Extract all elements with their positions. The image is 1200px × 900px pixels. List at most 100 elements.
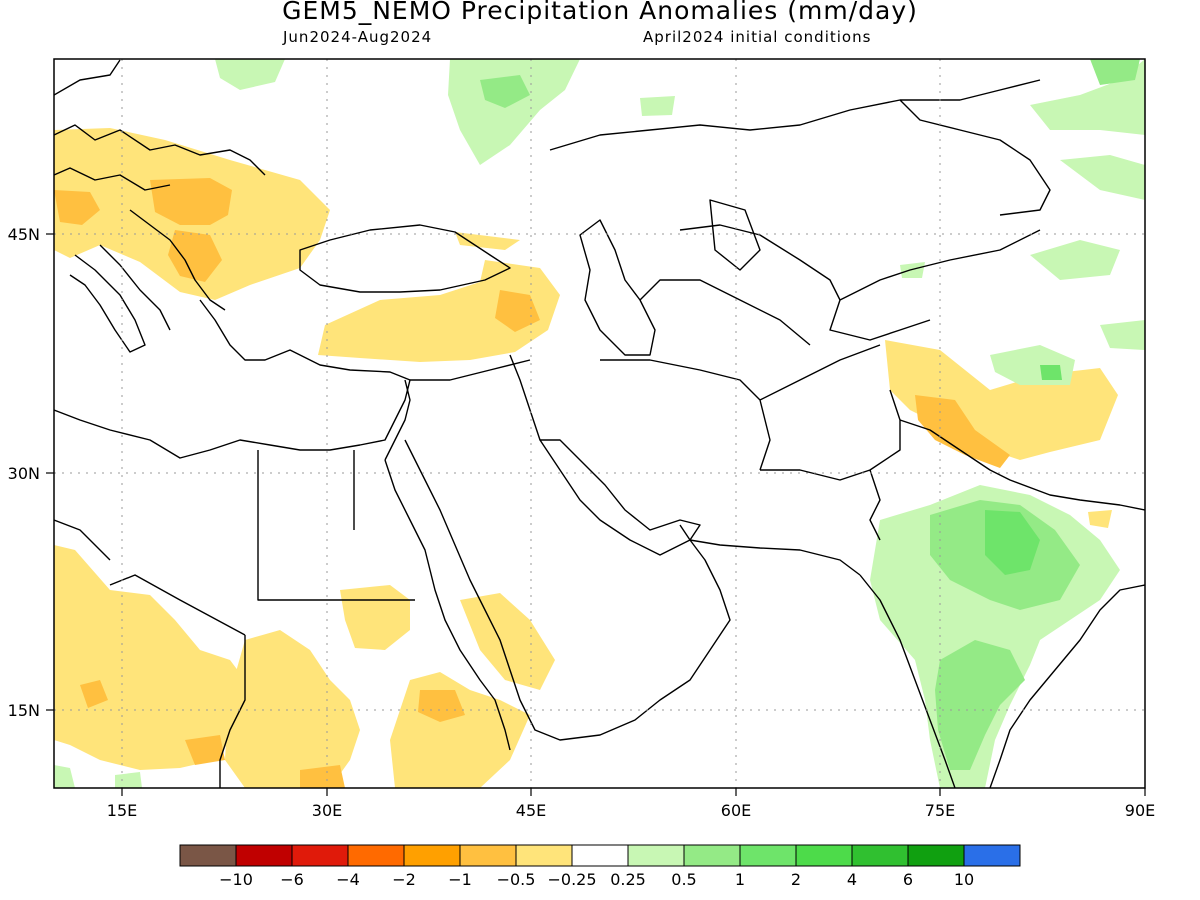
x-tick-30e: 30E [312, 801, 342, 820]
colorbar-tick-label: 2 [791, 870, 801, 889]
colorbar-tick-label: 4 [847, 870, 857, 889]
dry-core-sahel-a [80, 680, 108, 708]
dry-anomaly-sahel-central [225, 630, 360, 788]
x-tick-45e: 45E [516, 801, 546, 820]
dry-core-chad [300, 765, 345, 788]
wet-anomaly-northeast [1060, 155, 1145, 200]
map-title: GEM5_NEMO Precipitation Anomalies (mm/da… [282, 0, 918, 25]
colorbar-swatch [571, 844, 629, 867]
greece-turkey-coast [199, 299, 411, 381]
x-tick-15e: 15E [107, 801, 137, 820]
colorbar-tick-label: −2 [392, 870, 416, 889]
black-sea [299, 224, 511, 293]
grid-lines [54, 59, 1145, 788]
dry-core-sahel-b [185, 735, 225, 765]
dry-core-balkans [150, 178, 232, 225]
wet-anomaly-tibet-east [1100, 320, 1145, 350]
x-tick-60e: 60E [721, 801, 751, 820]
dry-anomaly-himalaya [885, 340, 1118, 460]
wet-peak-india-2 [1040, 365, 1062, 380]
borders-central-asia [639, 224, 1041, 346]
colorbar-tick-label: 6 [903, 870, 913, 889]
dry-anomaly-arabia-sw [460, 593, 555, 690]
dry-anomaly-sudan [340, 585, 410, 650]
persian-gulf [539, 439, 701, 556]
colorbar-swatch [627, 844, 685, 867]
colorbar-swatch [347, 844, 405, 867]
colorbar-tick-label: 10 [954, 870, 974, 889]
wet-anomaly-tibet-north [1030, 240, 1120, 280]
colorbar-swatch [459, 844, 517, 867]
caspian-sea [579, 219, 656, 356]
colorbar-tick-label: −0.25 [547, 870, 596, 889]
y-tick-45n: 45N [8, 225, 40, 244]
wet-anomaly-siberia [1030, 59, 1145, 135]
dry-core-turkey [495, 290, 540, 332]
colorbar-swatch [795, 844, 853, 867]
coastlines-and-borders [54, 59, 1145, 788]
wet-anomaly-russia-west [448, 59, 580, 165]
dry-anomaly-bay-bengal [1088, 510, 1112, 528]
x-tick-90e: 90E [1125, 801, 1155, 820]
wet-core-russia [480, 75, 530, 108]
levant-coast [384, 379, 411, 461]
colorbar-tick-label: 0.25 [610, 870, 646, 889]
colorbar-swatch [179, 844, 237, 867]
red-sea-west [384, 459, 511, 751]
axis-labels: 15E 30E 45E 60E 75E 90E 45N 30N 15N [8, 225, 1156, 820]
colorbar-swatch [515, 844, 573, 867]
colorbar-swatch [739, 844, 797, 867]
wet-anomaly-tibet-south [990, 345, 1075, 385]
colorbar [179, 844, 1021, 867]
dry-anomaly-ethiopia [390, 672, 530, 788]
wet-anomaly-russia-mid [640, 96, 675, 116]
aral-region [709, 199, 761, 271]
wet-anomaly-north-europe [215, 59, 285, 90]
dry-anomaly-sahel-west [54, 545, 245, 770]
dry-anomaly-caucasus [318, 260, 560, 362]
wet-anomaly-africa-southwest [54, 765, 75, 788]
colorbar-swatch [403, 844, 461, 867]
india-west-coast [859, 574, 956, 788]
colorbar-tick-label: −0.5 [497, 870, 536, 889]
wet-core-india-south [935, 640, 1025, 770]
dry-anomaly-black-sea [455, 232, 520, 250]
india-east-coast [989, 584, 1145, 788]
dry-core-europe-west [54, 190, 100, 225]
initial-conditions-label: April2024 initial conditions [643, 28, 872, 46]
colorbar-swatch [683, 844, 741, 867]
red-sea-east [404, 439, 731, 741]
colorbar-swatch [907, 844, 965, 867]
colorbar-swatch [963, 844, 1021, 867]
gulf-of-oman [689, 539, 861, 576]
tick-marks [46, 233, 1146, 796]
dry-core-himalaya [915, 395, 1010, 468]
colorbar-tick-label: −6 [280, 870, 304, 889]
italy [69, 254, 146, 353]
colorbar-tick-label: 1 [735, 870, 745, 889]
borders-north-asia [549, 79, 1051, 216]
colorbar-tick-label: −4 [336, 870, 360, 889]
map-frame [53, 58, 1146, 789]
dry-core-romania [168, 230, 222, 282]
mediterranean-south [54, 379, 411, 459]
wet-anomaly-africa-central [115, 772, 142, 788]
dry-core-ethiopia [418, 690, 465, 722]
period-label: Jun2024-Aug2024 [283, 28, 433, 46]
borders-middle-east [410, 344, 901, 481]
colorbar-labels: −10 −6 −4 −2 −1 −0.5 −0.25 0.25 0.5 1 2 4 6 10 [219, 870, 974, 889]
x-tick-75e: 75E [925, 801, 955, 820]
borders-africa [54, 450, 415, 788]
colorbar-tick-label: 0.5 [671, 870, 696, 889]
colorbar-tick-label: −1 [448, 870, 472, 889]
colorbar-swatch [851, 844, 909, 867]
colorbar-swatch [235, 844, 293, 867]
wet-core-siberia [1090, 59, 1140, 85]
anomaly-fields [54, 59, 1145, 788]
y-tick-15n: 15N [8, 701, 40, 720]
europe-coast [54, 59, 266, 331]
y-tick-30n: 30N [8, 464, 40, 483]
colorbar-tick-label: −10 [219, 870, 253, 889]
colorbar-swatch [291, 844, 349, 867]
